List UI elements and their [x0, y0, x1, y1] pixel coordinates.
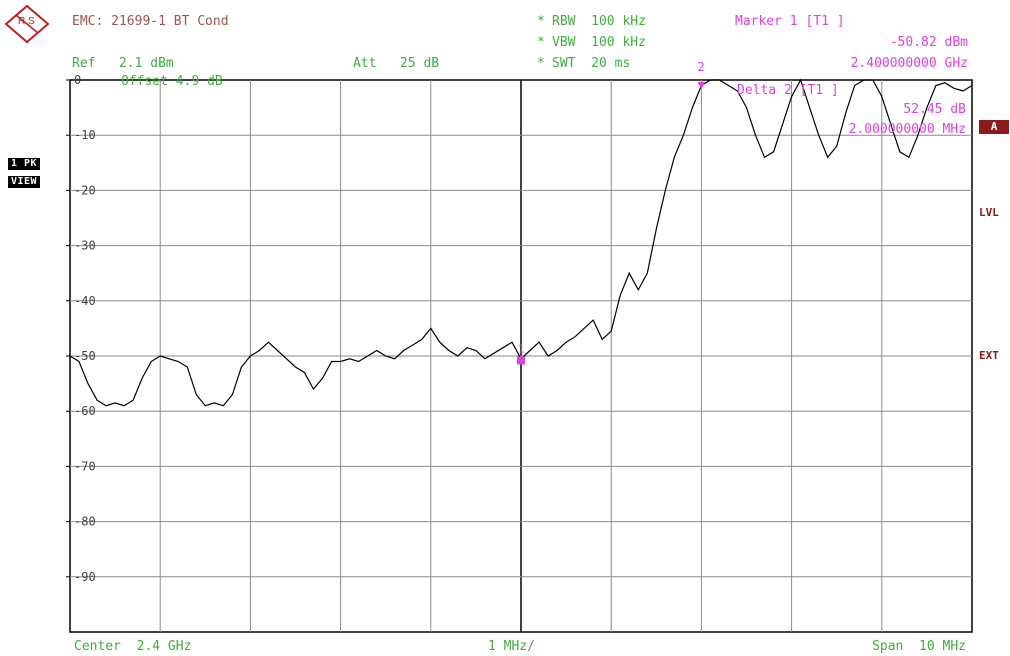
vbw-label: VBW 100 kHz	[552, 35, 646, 50]
view-badge: VIEW	[8, 176, 41, 188]
attenuation-label: Att 25 dB	[353, 56, 440, 71]
y-tick-label: -20	[74, 183, 96, 197]
y-tick-label: 0	[74, 73, 81, 87]
rbw-star: *	[537, 14, 545, 29]
logo-letter-r: R S	[18, 16, 35, 27]
swt-star: *	[537, 56, 545, 71]
trace-a-badge: A	[979, 120, 1009, 134]
measurement-title: EMC: 21699-1 BT Cond	[72, 14, 229, 29]
swt-label: SWT 20 ms	[552, 56, 631, 71]
center-frequency-label: Center 2.4 GHz	[74, 639, 192, 654]
marker-1-symbol	[517, 356, 525, 365]
marker-1-title: Marker 1 [T1 ]	[735, 14, 845, 29]
ext-indicator: EXT	[979, 349, 999, 362]
y-tick-label: -40	[74, 294, 96, 308]
y-tick-label: -70	[74, 459, 96, 473]
delta-2-title: Delta 2 [T1 ]	[737, 83, 839, 98]
offset-label: Offset 4.9 dB	[121, 74, 223, 89]
span-label: Span 10 MHz	[872, 639, 966, 654]
delta-2-freq: 2.000000000 MHz	[849, 122, 966, 137]
marker-2-symbol	[697, 82, 706, 89]
marker-1-value: -50.82 dBm	[889, 35, 968, 50]
marker-2-label: 2	[697, 60, 704, 74]
lvl-indicator: LVL	[979, 206, 999, 219]
y-tick-label: -10	[74, 128, 96, 142]
ref-level-label: Ref 2.1 dBm	[72, 56, 174, 71]
span-per-division-label: 1 MHz/	[488, 639, 535, 654]
rbw-label: RBW 100 kHz	[552, 14, 646, 29]
y-tick-label: -60	[74, 404, 96, 418]
marker-1-label: 1	[518, 343, 525, 356]
y-tick-label: -90	[74, 570, 96, 584]
y-tick-label: -30	[74, 239, 96, 253]
y-tick-label: -50	[74, 349, 96, 363]
delta-2-value: 52.45 dB	[903, 102, 966, 117]
y-tick-label: -80	[74, 515, 96, 529]
rohde-schwarz-logo: R S	[4, 4, 50, 44]
vbw-star: *	[537, 35, 545, 50]
trace-mode-badge: 1 PK	[8, 158, 41, 170]
marker-1-freq: 2.400000000 GHz	[850, 56, 968, 71]
